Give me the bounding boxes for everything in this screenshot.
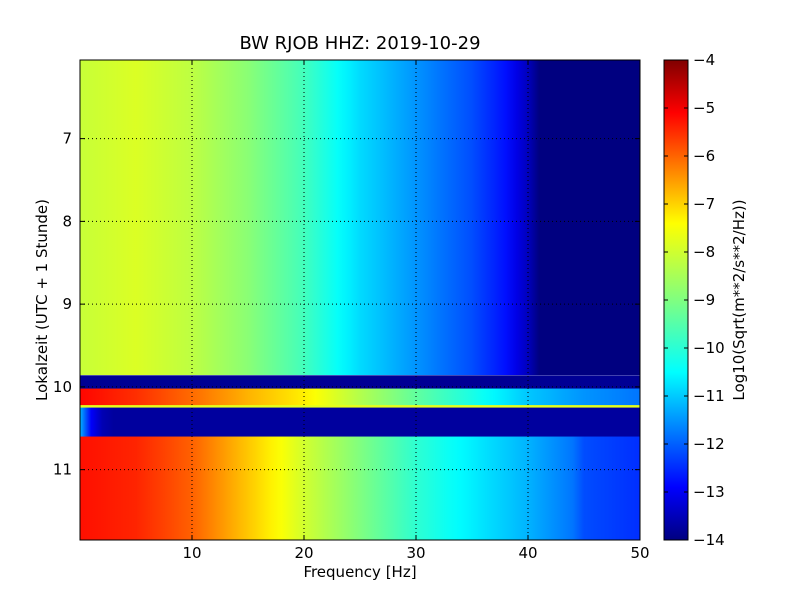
x-tick-label: 10 (182, 544, 201, 562)
y-tick-label: 10 (53, 378, 72, 396)
x-tick-label: 20 (294, 544, 313, 562)
plot-area-frame (79, 59, 641, 541)
x-tick-label: 50 (630, 544, 649, 562)
y-tick-label: 9 (62, 295, 72, 313)
x-tick-label: 40 (518, 544, 537, 562)
spectrum-band (80, 60, 640, 376)
colorbar-tick-label: −12 (693, 435, 725, 453)
x-axis-label: Frequency [Hz] (303, 563, 416, 581)
chart-title: BW RJOB HHZ: 2019-10-29 (239, 33, 480, 54)
spectrum-band (80, 375, 640, 390)
colorbar-tick-label: −8 (693, 243, 715, 261)
spectrum-band (80, 405, 640, 409)
colorbar-tick-label: −14 (693, 531, 725, 549)
heatmap (80, 60, 640, 540)
x-tick-label: 30 (406, 544, 425, 562)
colorbar-tick-label: −11 (693, 387, 725, 405)
colorbar-tick-label: −6 (693, 147, 715, 165)
colorbar-tick-label: −5 (693, 99, 715, 117)
x-axis: 10 20 30 40 50 (182, 60, 650, 562)
spectrum-band (80, 388, 640, 406)
grid (80, 60, 640, 540)
spectrum-band (80, 407, 640, 438)
y-tick-label: 7 (62, 130, 72, 148)
colorbar-tick-label: −4 (693, 51, 715, 69)
colorbar-tick-label: −9 (693, 291, 715, 309)
spectrum-band (80, 436, 640, 540)
colorbar-tick-label: −7 (693, 195, 715, 213)
y-axis-label: Lokalzeit (UTC + 1 Stunde) (33, 199, 51, 401)
y-tick-label: 11 (53, 461, 72, 479)
y-axis: 7 8 9 10 11 (53, 130, 640, 479)
y-tick-label: 8 (62, 212, 72, 230)
colorbar-label: Log10(Sqrt(m**2/s**2/Hz)) (730, 199, 748, 400)
colorbar-tick-label: −13 (693, 483, 725, 501)
colorbar-ticks: −4 −5 −6 −7 −8 −9 −10 −11 −12 −13 −14 (664, 51, 725, 549)
colorbar-tick-label: −10 (693, 339, 725, 357)
